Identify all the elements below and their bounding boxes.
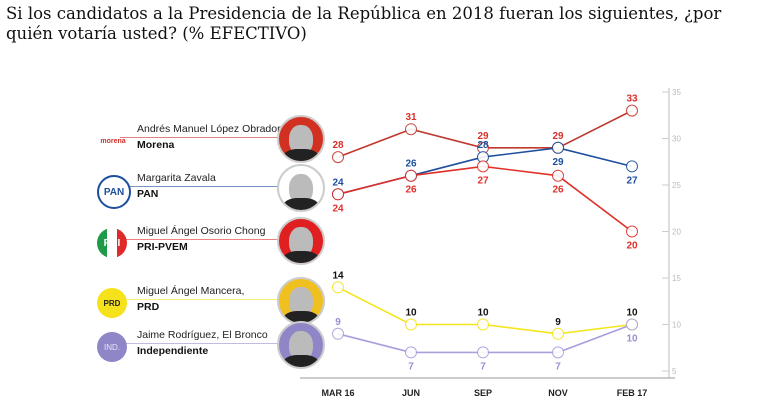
x-tick-label: MAR 16 <box>321 388 354 398</box>
data-point <box>552 141 564 154</box>
data-point <box>405 123 417 136</box>
data-label: 7 <box>408 361 414 372</box>
data-point <box>552 327 564 340</box>
x-tick-label: FEB 17 <box>617 388 648 398</box>
x-tick-label: NOV <box>548 388 568 398</box>
data-point <box>626 160 638 173</box>
candidate-name: Andrés Manuel López Obrador <box>137 123 281 135</box>
data-label: 24 <box>332 203 344 214</box>
data-label: 14 <box>332 270 344 281</box>
connector-line <box>120 299 280 300</box>
candidate-photo <box>277 115 325 163</box>
data-label: 9 <box>555 317 561 328</box>
data-point <box>332 151 344 164</box>
data-label: 27 <box>477 175 489 186</box>
candidate-party: PRD <box>137 301 160 313</box>
candidate-name: Miguel Ángel Osorio Chong <box>137 225 266 237</box>
data-point <box>626 318 638 331</box>
candidate-photo <box>277 164 325 212</box>
candidate-3: PRD Miguel Ángel Mancera, PRD <box>0 277 330 326</box>
candidate-name: Jaime Rodríguez, El Bronco <box>137 329 268 341</box>
data-label: 33 <box>626 94 638 105</box>
data-label: 10 <box>626 334 638 345</box>
party-logo: PAN <box>97 175 131 209</box>
data-point <box>332 281 344 294</box>
data-label: 28 <box>332 140 344 151</box>
data-point <box>552 346 564 359</box>
y-tick-label: 30 <box>672 135 681 144</box>
data-point <box>626 104 638 117</box>
data-label: 29 <box>477 131 489 142</box>
candidate-photo <box>277 277 325 325</box>
data-label: 29 <box>552 157 564 168</box>
x-tick-label: JUN <box>402 388 420 398</box>
data-point <box>332 188 344 201</box>
data-label: 26 <box>405 159 417 170</box>
y-tick-label: 5 <box>672 367 677 376</box>
data-label: 26 <box>552 185 564 196</box>
data-point <box>477 346 489 359</box>
data-label: 10 <box>626 308 638 319</box>
data-label: 7 <box>555 361 561 372</box>
data-label: 27 <box>626 175 638 186</box>
y-tick-label: 20 <box>672 228 681 237</box>
candidate-1: PAN Margarita Zavala PAN <box>0 164 330 213</box>
connector-line <box>120 137 280 138</box>
data-point <box>405 169 417 182</box>
party-logo: morena <box>100 137 126 145</box>
party-logo: PRD <box>97 288 127 318</box>
data-point <box>552 169 564 182</box>
data-label: 10 <box>405 308 417 319</box>
data-label: 29 <box>552 131 564 142</box>
data-point <box>477 318 489 331</box>
party-logo: IND. <box>97 332 127 362</box>
candidate-party: Morena <box>137 139 175 151</box>
data-label: 26 <box>405 185 417 196</box>
candidate-party: Independiente <box>137 345 209 357</box>
data-label: 24 <box>332 177 344 188</box>
data-point <box>626 225 638 238</box>
connector-line <box>120 343 280 344</box>
connector-line <box>120 239 280 240</box>
data-point <box>405 318 417 331</box>
y-tick-label: 25 <box>672 181 681 190</box>
candidate-photo <box>277 321 325 369</box>
y-tick-label: 35 <box>672 88 681 97</box>
candidate-2: PRI Miguel Ángel Osorio Chong PRI-PVEM <box>0 217 330 266</box>
candidate-0: morena Andrés Manuel López Obrador Morena <box>0 115 330 164</box>
data-label: 10 <box>477 308 489 319</box>
x-tick-label: SEP <box>474 388 492 398</box>
candidate-name: Miguel Ángel Mancera, <box>137 285 245 297</box>
candidate-name: Margarita Zavala <box>137 172 216 184</box>
y-tick-label: 10 <box>672 321 681 330</box>
data-label: 31 <box>405 112 417 123</box>
chart-title: Si los candidatos a la Presidencia de la… <box>6 4 722 43</box>
candidate-4: IND. Jaime Rodríguez, El Bronco Independie… <box>0 321 330 370</box>
data-label: 7 <box>480 361 486 372</box>
data-label: 20 <box>626 241 638 252</box>
connector-line <box>120 186 280 187</box>
y-tick-label: 15 <box>672 274 681 283</box>
party-logo: PRI <box>97 228 127 258</box>
data-point <box>477 160 489 173</box>
candidate-photo <box>277 217 325 265</box>
candidate-party: PRI-PVEM <box>137 241 188 253</box>
data-point <box>332 327 344 340</box>
data-label: 9 <box>335 317 341 328</box>
data-label: 28 <box>477 140 489 151</box>
data-point <box>405 346 417 359</box>
candidate-party: PAN <box>137 188 159 200</box>
